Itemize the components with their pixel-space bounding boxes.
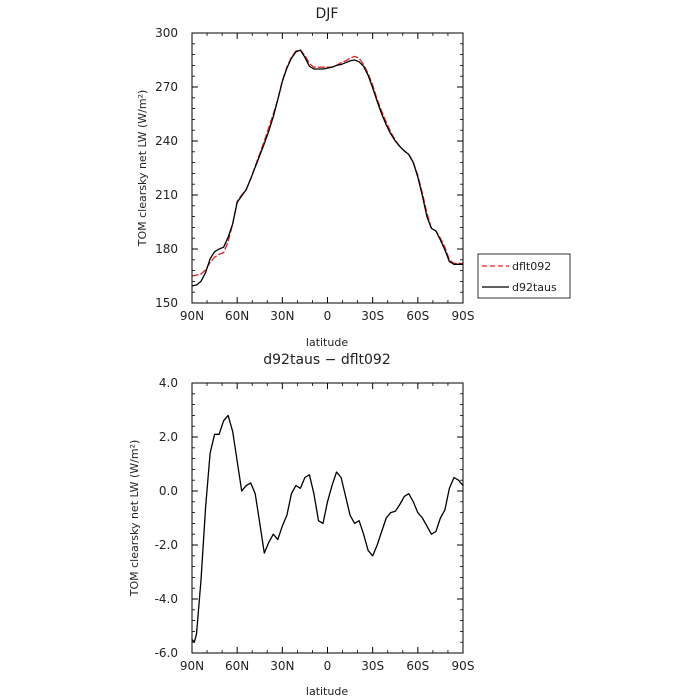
chart-title-top: DJF: [316, 6, 339, 22]
x-tick-label: 0: [324, 309, 332, 323]
y-tick-label: -2.0: [155, 538, 178, 552]
series-line-diff-0: [191, 414, 464, 643]
x-tick-label: 90S: [452, 659, 475, 673]
y-tick-label: -4.0: [155, 592, 178, 606]
y-axis-label-top: TOM clearsky net LW (W/m²): [136, 90, 149, 248]
series-lines-bottom: [191, 414, 464, 643]
legend-label-dflt092: dflt092: [512, 260, 551, 273]
x-tick-label: 90N: [180, 309, 204, 323]
axis-ticks-top: [191, 32, 464, 304]
y-axis-label-bottom: TOM clearsky net LW (W/m²): [128, 440, 141, 598]
x-tick-label: 30N: [270, 309, 294, 323]
y-tick-label: 150: [155, 296, 178, 310]
x-tick-label: 30S: [361, 659, 384, 673]
x-tick-label: 90N: [180, 659, 204, 673]
y-tick-label: -6.0: [155, 646, 178, 660]
y-tick-label: 180: [155, 242, 178, 256]
plot-frame-top: [191, 32, 464, 304]
series-line-dflt092: [191, 49, 464, 277]
x-axis-label-bottom: latitude: [306, 685, 348, 698]
x-tick-label: 30S: [361, 309, 384, 323]
x-tick-label: 60S: [406, 659, 429, 673]
x-tick-label: 60N: [225, 309, 249, 323]
panel-bottom: d92taus − dflt092 TOM clearsky net LW (W…: [128, 352, 474, 698]
y-tick-label: 210: [155, 188, 178, 202]
series-line-d92taus: [191, 49, 464, 287]
y-tick-label: 270: [155, 80, 178, 94]
x-tick-label: 60S: [406, 309, 429, 323]
x-tick-label: 30N: [270, 659, 294, 673]
panel-top: DJF TOM clearsky net LW (W/m²) latitude …: [136, 6, 571, 349]
x-axis-label-top: latitude: [306, 336, 348, 349]
legend: dflt092 d92taus: [477, 253, 571, 299]
y-tick-label: 2.0: [159, 430, 178, 444]
y-tick-label: 300: [155, 26, 178, 40]
x-tick-label: 60N: [225, 659, 249, 673]
axis-ticks-bottom: [191, 382, 464, 654]
y-tick-label: 0.0: [159, 484, 178, 498]
series-lines-top: [191, 49, 464, 287]
tick-labels-bottom: 90N 60N 30N 0 30S 60S 90S -6.0 -4.0 -2.0 0.0 2.0 4.0: [155, 376, 475, 673]
x-tick-label: 90S: [452, 309, 475, 323]
y-tick-label: 4.0: [159, 376, 178, 390]
plot-frame-bottom: [191, 382, 464, 654]
legend-label-d92taus: d92taus: [512, 281, 557, 294]
legend-box: [477, 253, 571, 299]
y-tick-label: 240: [155, 134, 178, 148]
x-tick-label: 0: [324, 659, 332, 673]
tick-labels-top: 90N 60N 30N 0 30S 60S 90S 150 180 210 240 270 300: [155, 26, 474, 323]
chart-title-bottom: d92taus − dflt092: [263, 352, 390, 368]
